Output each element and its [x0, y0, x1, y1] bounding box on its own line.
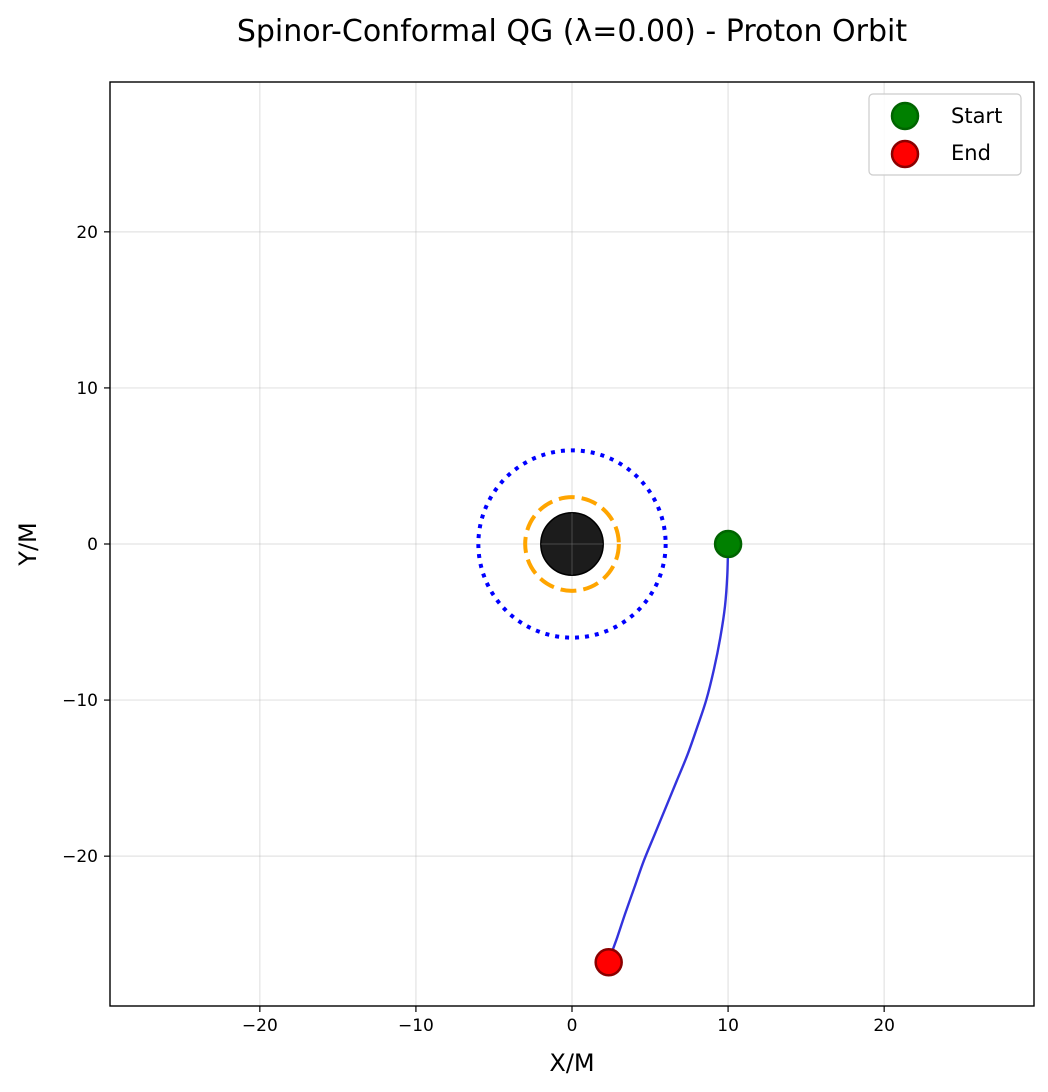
legend-end-marker [890, 139, 920, 169]
y-tick-label: −10 [62, 691, 98, 711]
legend-start-label: Start [951, 104, 1002, 128]
x-tick-label: 0 [567, 1016, 578, 1036]
end-marker [594, 948, 623, 977]
chart-title: Spinor-Conformal QG (λ=0.00) - Proton Or… [237, 14, 908, 49]
legend: Start End [868, 93, 1022, 176]
x-tick-label: 10 [717, 1016, 739, 1036]
y-tick-label: −20 [62, 847, 98, 867]
start-marker [713, 529, 743, 559]
trajectory-line [607, 543, 730, 963]
x-tick-label: −10 [398, 1016, 434, 1036]
y-tick-label: 0 [87, 535, 98, 555]
y-tick-label: 20 [76, 223, 98, 243]
x-axis-ticks: −20 −10 0 10 20 [242, 1006, 895, 1036]
y-axis-ticks: −20 −10 0 10 20 [62, 223, 110, 867]
x-axis-label: X/M [549, 1049, 594, 1077]
x-tick-label: −20 [242, 1016, 278, 1036]
y-axis-label: Y/M [14, 522, 42, 566]
legend-start-marker [890, 101, 920, 131]
isco-circle [476, 448, 668, 640]
legend-end-label: End [951, 141, 991, 165]
y-tick-label: 10 [76, 379, 98, 399]
photon-sphere-circle [523, 495, 621, 593]
grid-over-black-hole [540, 512, 604, 576]
grid [110, 82, 1034, 1006]
x-tick-label: 20 [873, 1016, 895, 1036]
